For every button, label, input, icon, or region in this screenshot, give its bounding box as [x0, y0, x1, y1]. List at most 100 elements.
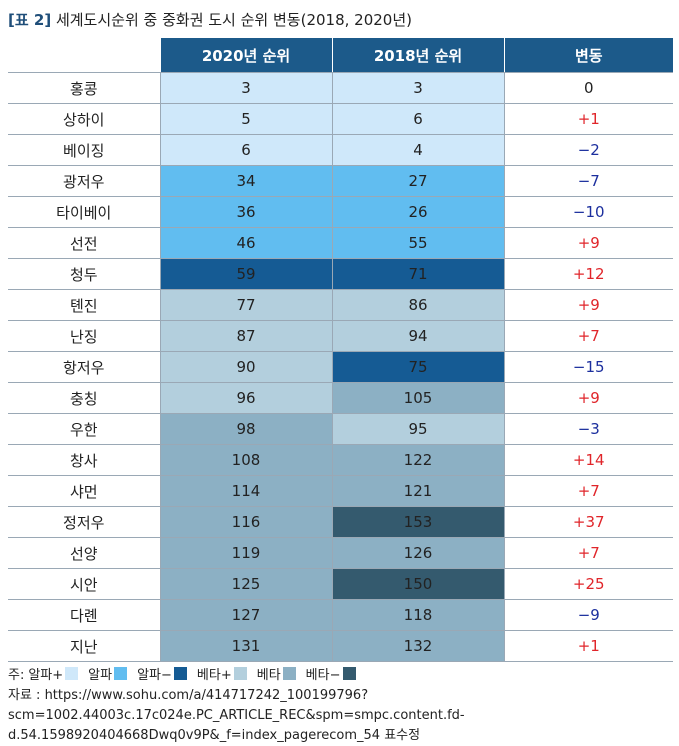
table-body: 홍콩 3 3 0 상하이 5 6 +1 베이징 6 4 −2 광저우 34 27 −7 타이베이 36 26 −10 선… [8, 72, 673, 662]
table-number-tag: [표 2] [8, 11, 52, 29]
rank-change: +7 [503, 475, 673, 507]
header-rank-2020: 2020년 순위 [159, 38, 332, 73]
legend-label: 베타+ [196, 668, 232, 683]
rank-change: +9 [503, 227, 673, 259]
rank-2018: 4 [331, 134, 504, 166]
legend-swatch [173, 667, 187, 680]
table-row: 타이베이 36 26 −10 [8, 196, 673, 228]
rank-2020: 98 [159, 413, 332, 445]
legend-label: 베타 [256, 668, 281, 683]
table-row: 정저우 116 153 +37 [8, 506, 673, 538]
table-row: 충칭 96 105 +9 [8, 382, 673, 414]
table-row: 홍콩 3 3 0 [8, 72, 673, 104]
legend-label: 알파 [88, 668, 113, 683]
city-name: 시안 [8, 568, 160, 600]
table-row: 항저우 90 75 −15 [8, 351, 673, 383]
rank-change: +14 [503, 444, 673, 476]
city-name: 다롄 [8, 599, 160, 631]
rank-2020: 34 [159, 165, 332, 197]
rank-2020: 114 [159, 475, 332, 507]
city-name: 홍콩 [8, 72, 160, 104]
legend-swatch [114, 667, 128, 680]
city-name: 창사 [8, 444, 160, 476]
table-row: 시안 125 150 +25 [8, 568, 673, 600]
city-name: 상하이 [8, 103, 160, 135]
rank-change: 0 [503, 72, 673, 104]
table-row: 지난 131 132 +1 [8, 630, 673, 662]
rank-change: +25 [503, 568, 673, 600]
city-name: 우한 [8, 413, 160, 445]
rank-2020: 131 [159, 630, 332, 662]
table-row: 청두 59 71 +12 [8, 258, 673, 290]
source-note: 자료 : https://www.sohu.com/a/414717242_10… [8, 688, 465, 743]
city-name: 지난 [8, 630, 160, 662]
table-row: 톈진 77 86 +9 [8, 289, 673, 321]
table-row: 선전 46 55 +9 [8, 227, 673, 259]
rank-2020: 90 [159, 351, 332, 383]
city-name: 항저우 [8, 351, 160, 383]
rank-2018: 3 [331, 72, 504, 104]
header-rank-2018: 2018년 순위 [331, 38, 504, 73]
city-name: 선전 [8, 227, 160, 259]
legend-swatch [342, 667, 356, 680]
rank-change: +37 [503, 506, 673, 538]
rank-2020: 96 [159, 382, 332, 414]
table-row: 상하이 5 6 +1 [8, 103, 673, 135]
table-header-row: 2020년 순위 2018년 순위 변동 [8, 38, 673, 73]
rank-2020: 119 [159, 537, 332, 569]
rank-2020: 6 [159, 134, 332, 166]
table-row: 샤먼 114 121 +7 [8, 475, 673, 507]
legend-prefix: 주: [8, 668, 25, 683]
city-ranking-table: 2020년 순위 2018년 순위 변동 홍콩 3 3 0 상하이 5 6 +1 베이징 6 4 −2… [8, 38, 673, 662]
city-name: 샤먼 [8, 475, 160, 507]
rank-2018: 126 [331, 537, 504, 569]
rank-2020: 116 [159, 506, 332, 538]
table-row: 다롄 127 118 −9 [8, 599, 673, 631]
rank-change: −7 [503, 165, 673, 197]
rank-2018: 132 [331, 630, 504, 662]
rank-2020: 125 [159, 568, 332, 600]
rank-2020: 59 [159, 258, 332, 290]
rank-2020: 5 [159, 103, 332, 135]
legend-swatch [282, 667, 296, 680]
rank-change: +9 [503, 289, 673, 321]
table-row: 난징 87 94 +7 [8, 320, 673, 352]
city-name: 충칭 [8, 382, 160, 414]
rank-2018: 122 [331, 444, 504, 476]
rank-2018: 26 [331, 196, 504, 228]
rank-2018: 27 [331, 165, 504, 197]
legend-label: 베타− [305, 668, 341, 683]
rank-2018: 86 [331, 289, 504, 321]
rank-2020: 36 [159, 196, 332, 228]
rank-2018: 150 [331, 568, 504, 600]
rank-change: +7 [503, 320, 673, 352]
rank-change: +7 [503, 537, 673, 569]
rank-2018: 55 [331, 227, 504, 259]
rank-2018: 94 [331, 320, 504, 352]
legend: 주: 알파+ 알파 알파− 베타+ 베타 베타− [8, 664, 362, 683]
rank-change: +9 [503, 382, 673, 414]
rank-change: −3 [503, 413, 673, 445]
rank-change: −10 [503, 196, 673, 228]
city-name: 정저우 [8, 506, 160, 538]
city-name: 난징 [8, 320, 160, 352]
legend-label: 알파+ [28, 668, 64, 683]
rank-2018: 95 [331, 413, 504, 445]
rank-change: +1 [503, 630, 673, 662]
rank-change: −9 [503, 599, 673, 631]
table-row: 선양 119 126 +7 [8, 537, 673, 569]
rank-change: +1 [503, 103, 673, 135]
legend-label: 알파− [137, 668, 172, 683]
rank-2018: 6 [331, 103, 504, 135]
rank-change: −15 [503, 351, 673, 383]
table-title-text: 세계도시순위 중 중화권 도시 순위 변동(2018, 2020년) [55, 11, 412, 29]
header-city [8, 38, 160, 73]
legend-swatch [233, 667, 247, 680]
table-row: 우한 98 95 −3 [8, 413, 673, 445]
header-change: 변동 [503, 38, 673, 73]
city-name: 톈진 [8, 289, 160, 321]
table-row: 창사 108 122 +14 [8, 444, 673, 476]
table-row: 광저우 34 27 −7 [8, 165, 673, 197]
rank-2020: 3 [159, 72, 332, 104]
rank-change: +12 [503, 258, 673, 290]
